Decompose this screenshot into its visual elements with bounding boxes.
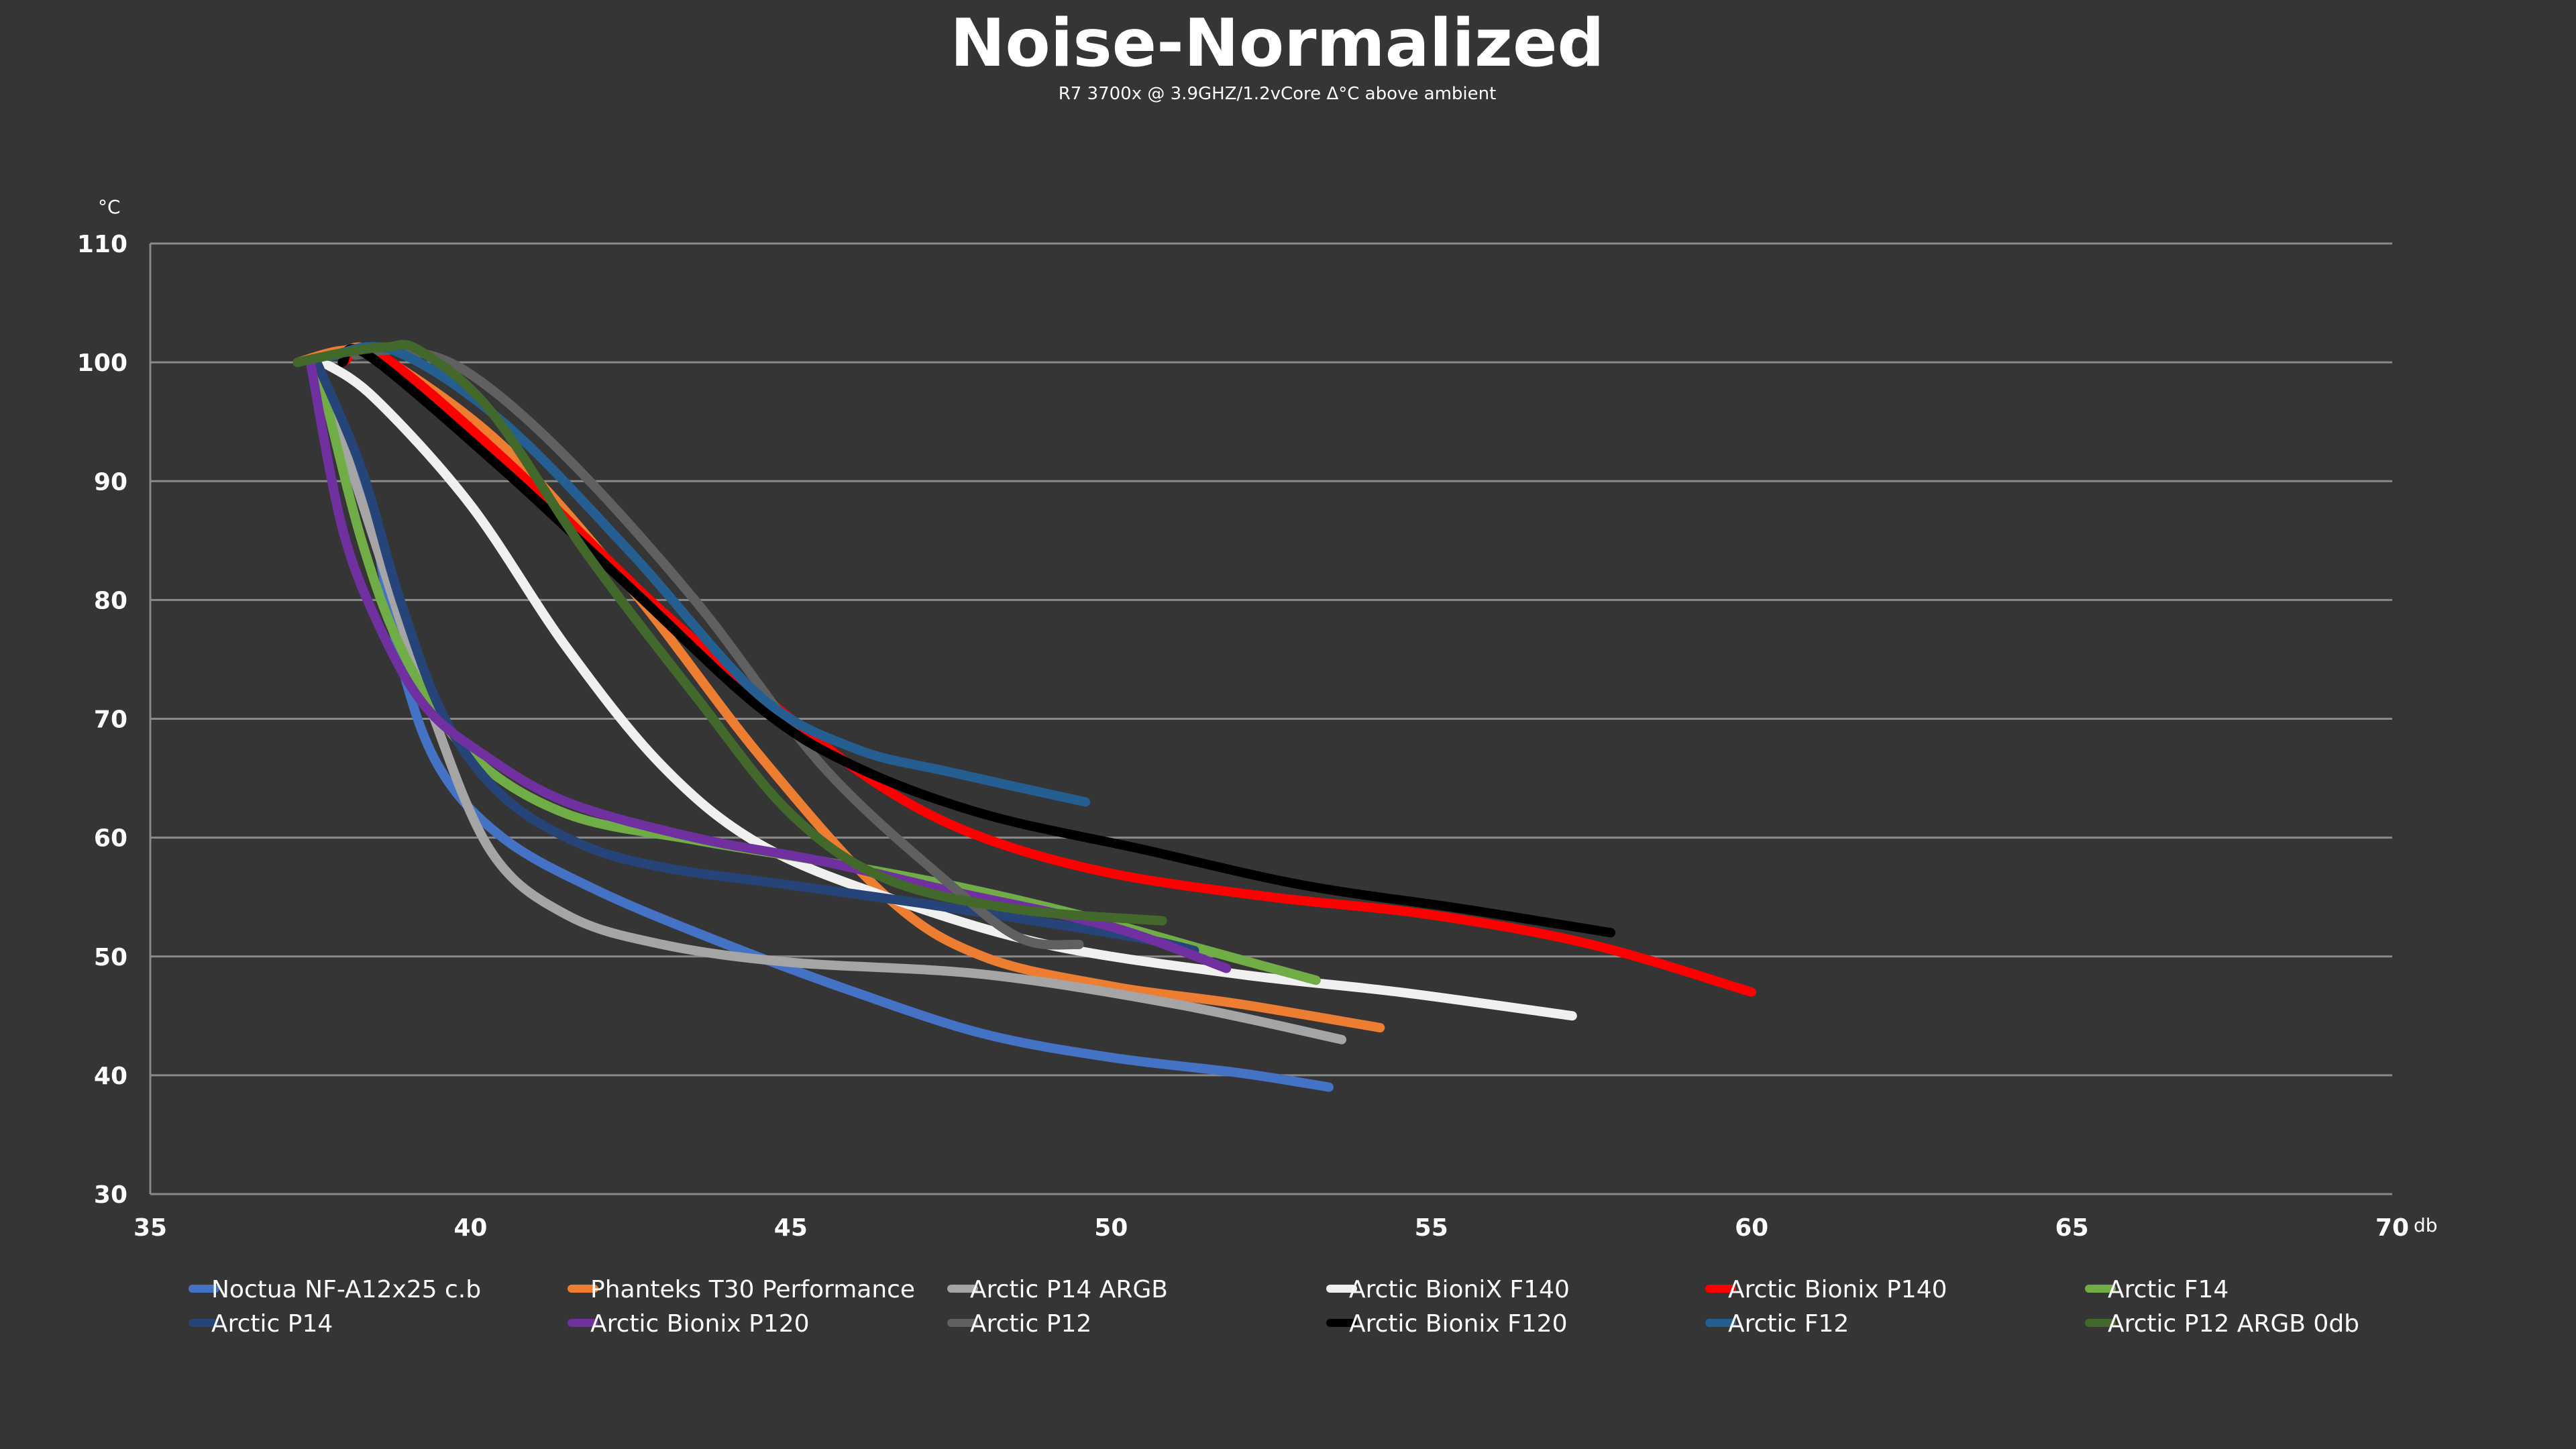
y-tick-label: 70 [94,706,127,734]
legend: Noctua NF-A12x25 c.b Phanteks T30 Perform… [189,1276,2359,1338]
y-tick-label: 80 [94,587,127,614]
series-line-phanteks-t30-performance [292,342,1385,1032]
y-tick-label: 90 [94,468,127,496]
x-tick-label: 35 [133,1214,167,1242]
legend-item-arctic-p12-argb-0db: Arctic P12 ARGB 0db [2085,1310,2359,1338]
series-line-arctic-p12-argb-0db [292,339,1167,926]
series-line-arctic-p14-argb [312,358,1346,1044]
x-tick-label: 70 [2375,1214,2409,1242]
series-line-arctic-bionix-p120 [305,358,1232,973]
legend-label: Arctic P12 ARGB 0db [2108,1310,2359,1338]
legend-item-arctic-p14-argb: Arctic P14 ARGB [947,1276,1168,1303]
legend-item-phanteks-t30-performance: Phanteks T30 Performance [568,1276,915,1303]
legend-item-noctua-nf-a12x25-c-b: Noctua NF-A12x25 c.b [189,1276,481,1303]
legend-label: Noctua NF-A12x25 c.b [211,1276,481,1303]
series-lines [292,339,1757,1092]
legend-item-arctic-f14: Arctic F14 [2085,1276,2229,1303]
legend-label: Phanteks T30 Performance [590,1276,915,1303]
legend-label: Arctic Bionix F120 [1349,1310,1568,1338]
y-tick-label: 40 [94,1063,127,1090]
x-tick-label: 65 [2055,1214,2089,1242]
legend-label: Arctic Bionix P120 [590,1310,810,1338]
chart-subtitle: R7 3700x @ 3.9GHZ/1.2vCore Δ°C above amb… [1059,84,1497,104]
x-tick-label: 55 [1415,1214,1448,1242]
x-tick-labels: 35 40 45 50 55 60 65 70 [133,1214,2409,1242]
legend-label: Arctic F12 [1728,1310,1849,1338]
series-line-arctic-p12 [350,345,1084,950]
legend-label: Arctic P12 [970,1310,1091,1338]
series-line-arctic-bionix-f120 [337,343,1616,938]
legend-item-arctic-bionix-p140: Arctic Bionix P140 [1705,1276,1947,1303]
y-tick-label: 50 [94,944,127,971]
y-tick-label: 100 [77,350,127,377]
legend-label: Arctic P14 [211,1310,333,1338]
series-line-arctic-bionix-p140 [337,345,1757,997]
x-tick-label: 60 [1735,1214,1768,1242]
legend-item-arctic-bionix-f140: Arctic BioniX F140 [1326,1276,1570,1303]
chart-title: Noise-Normalized [950,5,1604,82]
x-tick-label: 45 [774,1214,808,1242]
x-tick-label: 40 [453,1214,487,1242]
series-line-arctic-f12 [325,341,1091,807]
x-axis-unit: db [2414,1214,2438,1236]
x-tick-label: 50 [1094,1214,1128,1242]
series-line-noctua-nf-a12x25-c-b [312,358,1334,1092]
y-tick-label: 60 [94,825,127,853]
legend-item-arctic-bionix-f120: Arctic Bionix F120 [1326,1310,1568,1338]
y-tick-labels: 30 40 50 60 70 80 90 100 110 [77,231,127,1209]
y-axis-unit: °C [98,196,121,218]
legend-label: Arctic P14 ARGB [970,1276,1168,1303]
legend-label: Arctic F14 [2108,1276,2229,1303]
y-tick-label: 110 [77,231,127,258]
legend-label: Arctic Bionix P140 [1728,1276,1947,1303]
series-line-arctic-p14 [312,358,1199,955]
legend-item-arctic-p14: Arctic P14 [189,1310,333,1338]
legend-item-arctic-bionix-p120: Arctic Bionix P120 [568,1310,810,1338]
legend-item-arctic-f12: Arctic F12 [1705,1310,1849,1338]
legend-item-arctic-p12: Arctic P12 [947,1310,1091,1338]
y-tick-label: 30 [94,1181,127,1209]
legend-label: Arctic BioniX F140 [1349,1276,1570,1303]
